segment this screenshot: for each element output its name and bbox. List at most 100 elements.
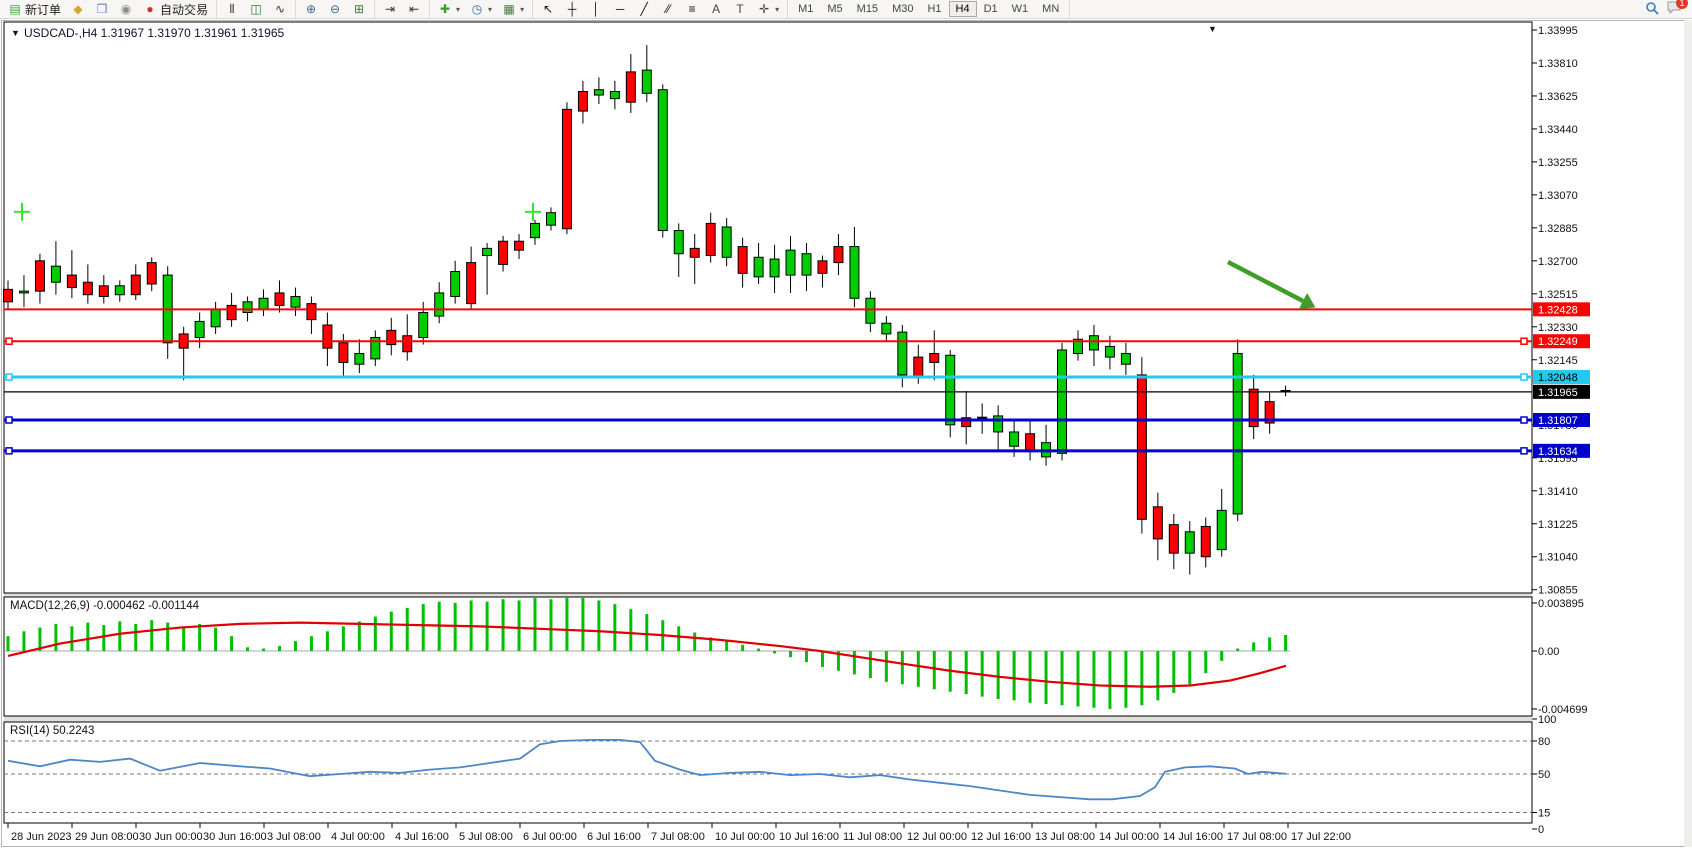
vline-button[interactable]: │ [584, 1, 608, 18]
candle-body [593, 89, 604, 96]
line-handle[interactable] [1520, 337, 1528, 345]
timeframe-d1[interactable]: D1 [983, 3, 998, 15]
timeframe-m5[interactable]: M5 [827, 3, 843, 15]
timeframe-m1[interactable]: M1 [798, 3, 814, 15]
line-handle[interactable] [5, 416, 13, 424]
price-tick-label: 1.31225 [1538, 519, 1578, 531]
panel-splitter[interactable] [4, 593, 1532, 597]
chevron-down-icon[interactable]: ▾ [775, 4, 780, 14]
chart-shift-button[interactable]: ⇤ [402, 1, 426, 18]
candle-body [961, 417, 972, 428]
search-icon[interactable] [1645, 1, 1659, 18]
line-handle[interactable] [1520, 416, 1528, 424]
zoom-in-button[interactable]: ⊕ [299, 1, 323, 18]
crosshair-icon: ┼ [567, 2, 577, 16]
chevron-down-icon[interactable]: ▾ [488, 4, 493, 14]
rsi-tick-label: 100 [1538, 714, 1556, 726]
price-tick-label: 1.32145 [1538, 355, 1578, 367]
timeframe-h4[interactable]: H4 [948, 1, 977, 17]
arrow-annotation[interactable] [1226, 260, 1305, 303]
chevron-down-icon[interactable]: ▾ [456, 4, 461, 14]
candle-body [98, 285, 109, 297]
date-label: 6 Jul 16:00 [587, 831, 641, 843]
candle-body [849, 246, 860, 299]
candle-body [354, 353, 365, 365]
date-label: 5 Jul 08:00 [459, 831, 513, 843]
cursor-button[interactable]: ↖ [536, 1, 560, 18]
timeframe-w1[interactable]: W1 [1011, 3, 1029, 15]
indicators-button[interactable]: ✚ ▾ [433, 1, 465, 18]
chart-window-button[interactable]: ◆ [66, 1, 90, 18]
date-label: 7 Jul 08:00 [651, 831, 705, 843]
candle-body [274, 292, 285, 306]
price-tick-label: 1.33255 [1538, 157, 1578, 169]
date-label: 6 Jul 00:00 [523, 831, 577, 843]
autotrade-button-label: 自动交易 [160, 2, 209, 17]
candle-body [1009, 431, 1020, 447]
timeframe-m15[interactable]: M15 [856, 3, 879, 15]
date-label: 29 Jun 08:00 [75, 831, 139, 843]
bar-chart-button[interactable]: ⫴ [220, 1, 244, 18]
chat-icon[interactable]: 1 [1667, 0, 1688, 17]
timeframe-mn[interactable]: MN [1042, 3, 1060, 15]
panel-splitter[interactable] [4, 716, 1532, 722]
chevron-down-icon[interactable]: ▾ [520, 4, 525, 14]
signals-button[interactable]: ◉ [114, 1, 138, 18]
fibonacci-button[interactable]: ≡ [680, 1, 704, 18]
candle-body [466, 262, 477, 305]
candlestick-button[interactable]: ◫ [244, 1, 268, 18]
crosshair-button[interactable]: ┼ [560, 1, 584, 18]
candle-body [769, 258, 780, 278]
zoom-out-icon: ⊖ [330, 2, 341, 16]
hline-button[interactable]: ─ [608, 1, 632, 18]
date-label: 3 Jul 08:00 [267, 831, 321, 843]
timeframe-m30[interactable]: M30 [892, 3, 914, 15]
line-handle[interactable] [5, 337, 13, 345]
arrow-annotation-head [1298, 293, 1316, 309]
line-handle[interactable] [1520, 373, 1528, 381]
trendline-button[interactable]: ╱ [632, 1, 656, 18]
macd-tick-label: 0.00 [1538, 646, 1559, 658]
candle-body [625, 71, 636, 103]
candle-body [66, 274, 77, 289]
auto-scroll-button[interactable]: ⇥ [378, 1, 402, 18]
candle-body [945, 354, 956, 426]
candle-body [673, 230, 684, 255]
candle-body [561, 108, 572, 230]
periods-button[interactable]: ◷ ▾ [465, 1, 497, 18]
date-label: 14 Jul 16:00 [1163, 831, 1223, 843]
candle-body [1216, 509, 1227, 551]
new-order-button-label: 新订单 [25, 2, 62, 17]
line-chart-button[interactable]: ∿ [268, 1, 292, 18]
timeframe-h1[interactable]: H1 [927, 3, 942, 15]
autotrade-button[interactable]: ● 自动交易 [138, 1, 213, 18]
collapse-icon: ▼ [11, 28, 20, 38]
text-icon: A [712, 2, 721, 16]
profile-button[interactable]: ❒ [90, 1, 114, 18]
tile-windows-button[interactable]: ⊞ [347, 1, 371, 18]
candle-body [530, 222, 541, 239]
scrollbar[interactable] [1684, 20, 1692, 847]
rsi-label: RSI(14) 50.2243 [10, 725, 94, 737]
line-handle[interactable] [5, 373, 13, 381]
date-label: 13 Jul 08:00 [1035, 831, 1095, 843]
text-button[interactable]: A [704, 1, 728, 18]
candle-body [1057, 349, 1068, 454]
line-handle[interactable] [5, 447, 13, 455]
zoom-out-button[interactable]: ⊖ [323, 1, 347, 18]
candle-body [865, 297, 876, 324]
price-tick-label: 1.32515 [1538, 289, 1578, 301]
date-label: 10 Jul 16:00 [779, 831, 839, 843]
new-order-button[interactable]: ▤ 新订单 [3, 1, 66, 18]
rsi-line [7, 739, 1287, 801]
chart-window[interactable]: 1.33995 1.33810 1.33625 1.33440 1.33255 1.330… [0, 19, 1692, 848]
line-handle[interactable] [1520, 447, 1528, 455]
indicator-plus-icon: ✚ [440, 2, 451, 16]
chart-canvas[interactable]: 1.33995 1.33810 1.33625 1.33440 1.33255 1.330… [0, 19, 1692, 848]
channel-button[interactable]: ⁄⁄ [656, 1, 680, 18]
new-order-icon: ▤ [9, 2, 21, 16]
arrows-button[interactable]: ✛ ▾ [752, 1, 784, 18]
label-button[interactable]: T [728, 1, 752, 18]
date-label: 11 Jul 08:00 [843, 831, 902, 843]
templates-button[interactable]: ▦ ▾ [497, 1, 529, 18]
